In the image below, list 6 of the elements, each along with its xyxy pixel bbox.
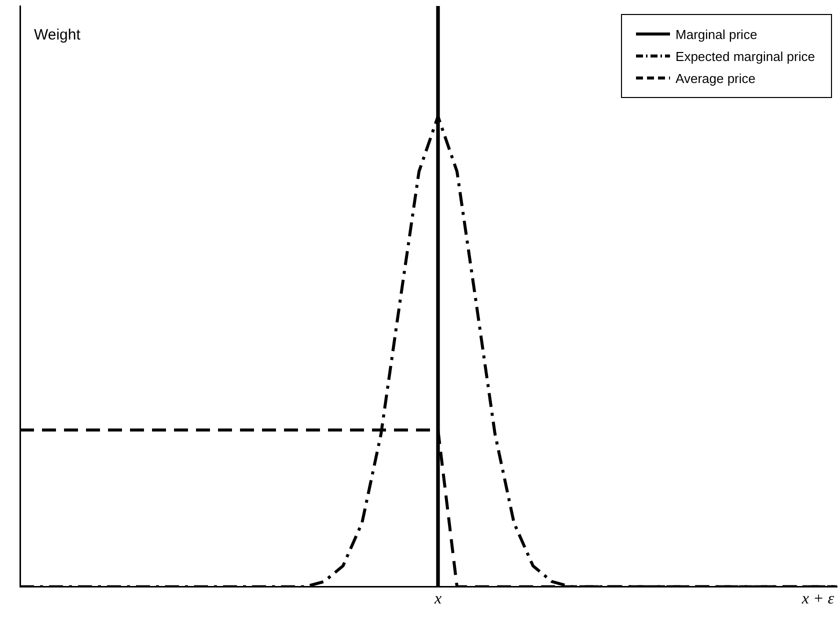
legend-label: Expected marginal price: [676, 48, 815, 64]
legend-label: Average price: [676, 70, 756, 86]
annotation: Weight: [34, 26, 82, 44]
x-tick-label: x: [433, 590, 442, 608]
x-tick-label: x + ε: [800, 590, 835, 608]
legend-label: Marginal price: [676, 26, 758, 42]
